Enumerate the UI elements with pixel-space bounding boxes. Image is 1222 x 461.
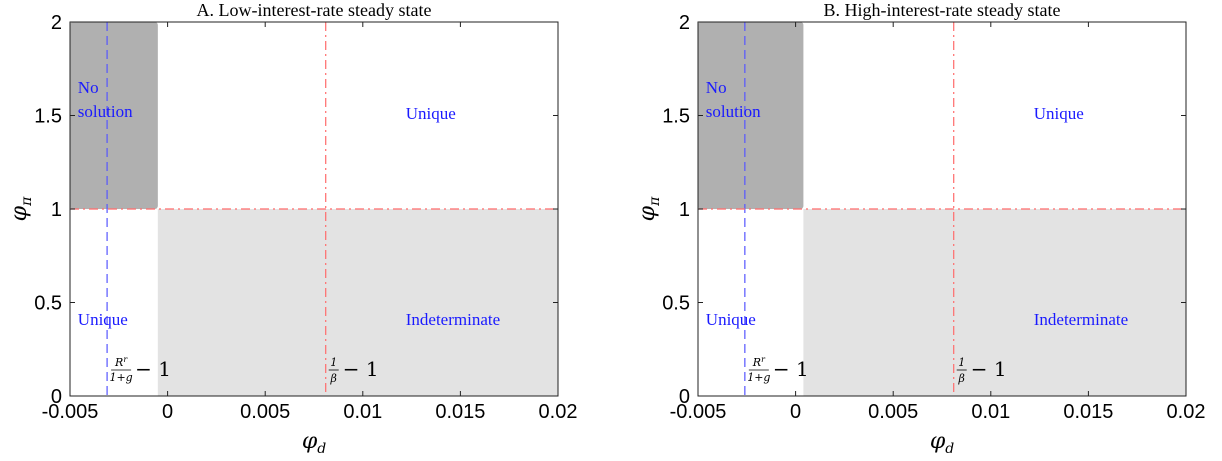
- beta-minus-one: − 1: [971, 357, 1007, 381]
- region-indeterminate: [803, 209, 1186, 396]
- y-axis-label-symbol: φ: [7, 205, 32, 221]
- y-axis-label-subscript: π: [19, 196, 35, 207]
- region-label-line: Indeterminate: [1034, 310, 1128, 329]
- beta-fraction-numerator: 1: [330, 356, 337, 369]
- y-tick-label-0: 0: [51, 386, 62, 408]
- region-label-line: No: [706, 78, 727, 97]
- y-tick-label-1_5: 1.5: [662, 106, 690, 128]
- region-label-unique-upper: Unique: [1034, 104, 1084, 123]
- region-label-line: Unique: [1034, 104, 1084, 123]
- x-tick-label-0_015: 0.015: [1063, 401, 1113, 423]
- beta-fraction-denominator: β: [958, 372, 965, 385]
- rr-minus-one: − 1: [773, 357, 809, 381]
- x-axis-label-symbol: φ: [930, 429, 946, 454]
- y-axis-label: φπ: [7, 196, 35, 221]
- region-no-solution: [698, 22, 804, 209]
- y-tick-label-1_5: 1.5: [34, 106, 62, 128]
- rr-num-sup: r: [761, 355, 766, 364]
- y-tick-label-1: 1: [51, 199, 62, 221]
- x-tick-label-0_01: 0.01: [971, 401, 1010, 423]
- x-tick-label-0_02: 0.02: [1167, 401, 1206, 423]
- region-label-unique-lower: Unique: [78, 310, 128, 329]
- x-tick-label-m0_005: -0.005: [670, 401, 727, 423]
- x-tick-label-0_005: 0.005: [240, 401, 290, 423]
- x-axis-label-subscript: d: [945, 441, 954, 457]
- region-label-line: No: [78, 78, 99, 97]
- region-label-line: Unique: [406, 104, 456, 123]
- region-no-solution: [70, 22, 158, 209]
- region-label-indeterminate: Indeterminate: [1034, 310, 1128, 329]
- region-label-indeterminate: Indeterminate: [406, 310, 500, 329]
- beta-fraction-numerator: 1: [958, 356, 965, 369]
- region-label-no-solution: No solution: [78, 78, 133, 121]
- rr-num-base: R: [114, 356, 123, 369]
- beta-fraction-denominator: β: [330, 372, 337, 385]
- x-axis-label-symbol: φ: [302, 429, 318, 454]
- region-indeterminate: [157, 209, 558, 396]
- rr-fraction-denominator: 1+g: [109, 371, 132, 384]
- x-tick-label-0_02: 0.02: [539, 401, 578, 423]
- y-tick-label-0: 0: [679, 386, 690, 408]
- rr-fraction-numerator: Rr: [114, 355, 128, 369]
- rr-fraction-numerator: Rr: [752, 355, 766, 369]
- x-tick-label-m0_005: -0.005: [42, 401, 99, 423]
- x-axis-label: φd: [930, 429, 954, 457]
- region-label-no-solution: No solution: [706, 78, 761, 121]
- beta-minus-one: − 1: [343, 357, 379, 381]
- y-axis-label: φπ: [635, 196, 663, 221]
- x-tick-label-0: 0: [790, 401, 801, 423]
- x-axis-label: φd: [302, 429, 326, 457]
- x-tick-label-0_01: 0.01: [343, 401, 382, 423]
- x-tick-label-0_015: 0.015: [435, 401, 485, 423]
- y-tick-label-0_5: 0.5: [34, 293, 62, 315]
- x-tick-label-0: 0: [162, 401, 173, 423]
- rr-minus-one: − 1: [135, 357, 171, 381]
- rr-fraction-denominator: 1+g: [747, 371, 770, 384]
- y-tick-label-2: 2: [679, 12, 690, 34]
- x-tick-label-0_005: 0.005: [868, 401, 918, 423]
- region-label-unique-lower: Unique: [706, 310, 756, 329]
- y-axis-label-symbol: φ: [635, 205, 660, 221]
- rr-num-base: R: [752, 356, 761, 369]
- region-label-line: solution: [78, 102, 133, 121]
- region-label-line: Unique: [78, 310, 128, 329]
- y-axis-label-subscript: π: [647, 196, 663, 207]
- region-label-unique-upper: Unique: [406, 104, 456, 123]
- y-tick-label-2: 2: [51, 12, 62, 34]
- region-label-line: solution: [706, 102, 761, 121]
- chart-title: B. High-interest-rate steady state: [824, 0, 1061, 20]
- y-tick-label-1: 1: [679, 199, 690, 221]
- x-axis-label-subscript: d: [317, 441, 326, 457]
- y-tick-label-0_5: 0.5: [662, 293, 690, 315]
- region-label-line: Indeterminate: [406, 310, 500, 329]
- rr-num-sup: r: [123, 355, 128, 364]
- region-label-line: Unique: [706, 310, 756, 329]
- chart-title: A. Low-interest-rate steady state: [197, 0, 432, 20]
